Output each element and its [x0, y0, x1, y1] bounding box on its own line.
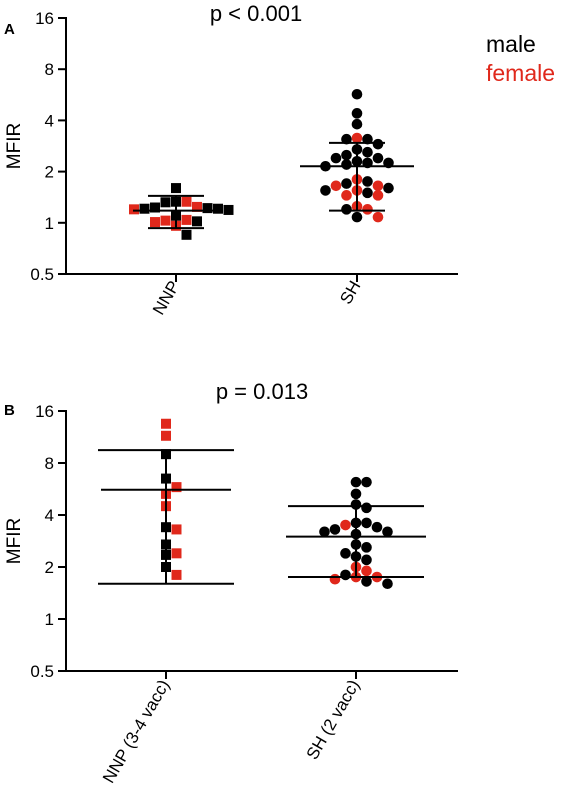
- data-point: [161, 418, 171, 429]
- data-point: [362, 187, 373, 199]
- data-point: [171, 569, 182, 580]
- data-point: [382, 578, 393, 590]
- data-point: [330, 180, 342, 192]
- x-tick-label: SH (2 vacc): [303, 677, 364, 763]
- data-point: [361, 565, 372, 577]
- data-point: [192, 216, 202, 227]
- panel-label: A: [4, 21, 15, 38]
- data-point: [129, 204, 139, 215]
- panel-a: Ap < 0.001 MFIR 0.5 1 2 4 8 16 NNP SH: [4, 1, 458, 318]
- data-point: [372, 180, 384, 192]
- data-point: [192, 201, 202, 212]
- data-point: [361, 576, 372, 587]
- y-axis-label: MFIR: [4, 123, 25, 169]
- data-point: [320, 185, 331, 196]
- p-value-a: p < 0.001: [210, 1, 302, 26]
- y-tick-label: 2: [45, 163, 54, 182]
- data-point: [161, 430, 171, 441]
- data-point: [341, 149, 352, 161]
- data-point: [160, 215, 171, 226]
- data-point: [213, 203, 223, 214]
- data-point: [361, 542, 372, 553]
- data-point: [350, 499, 362, 510]
- data-point: [150, 202, 160, 213]
- y-tick-label: 8: [45, 60, 54, 79]
- panel-label: B: [4, 402, 15, 419]
- data-point: [341, 178, 352, 189]
- data-point: [361, 502, 372, 514]
- y-tick-label: 4: [45, 111, 54, 130]
- data-point: [362, 176, 373, 187]
- y-tick-label: 1: [45, 214, 54, 233]
- data-point: [362, 204, 373, 215]
- data-point: [341, 133, 352, 145]
- data-point: [372, 152, 384, 164]
- y-tick-label: 16: [35, 9, 54, 28]
- y-axis-label: MFIR: [4, 518, 25, 564]
- data-point: [181, 229, 192, 240]
- data-point: [223, 204, 234, 215]
- data-point: [361, 476, 372, 488]
- data-point: [181, 214, 192, 225]
- y-tick-label: 1: [45, 610, 54, 629]
- data-point: [362, 133, 373, 145]
- data-point: [171, 548, 182, 559]
- y-tick-label: 0.5: [30, 662, 54, 681]
- data-point: [351, 88, 363, 100]
- data-point: [362, 146, 373, 158]
- legend-male-label: male: [486, 31, 536, 57]
- data-point: [341, 190, 352, 201]
- data-point: [340, 548, 351, 559]
- p-value-b: p = 0.013: [216, 379, 308, 404]
- data-point: [171, 183, 181, 194]
- x-tick-label: SH: [336, 278, 364, 308]
- data-point: [341, 159, 352, 170]
- data-point: [341, 204, 352, 215]
- data-point: [319, 526, 330, 538]
- data-point: [361, 517, 372, 529]
- data-point: [150, 217, 160, 228]
- data-point: [350, 488, 362, 500]
- data-point: [160, 197, 171, 208]
- y-tick-label: 2: [45, 558, 54, 577]
- data-point: [329, 524, 341, 535]
- data-point: [350, 476, 362, 488]
- data-point: [372, 190, 384, 201]
- x-tick-label: NNP: [149, 278, 183, 319]
- legend-female-label: female: [486, 60, 555, 86]
- legend: male female: [486, 31, 555, 86]
- data-point: [171, 482, 182, 493]
- data-point: [382, 526, 393, 538]
- data-point: [340, 569, 351, 581]
- data-point: [351, 118, 363, 130]
- x-tick-label: NNP (3-4 vacc): [99, 677, 173, 787]
- data-point: [372, 138, 384, 150]
- data-point: [329, 573, 341, 585]
- data-point: [361, 554, 372, 566]
- data-point: [371, 521, 383, 533]
- data-point: [181, 196, 192, 207]
- y-tick-label: 4: [45, 506, 54, 525]
- data-point: [340, 519, 351, 531]
- panel-b: Bp = 0.013 MFIR 0.5 1 2 4 8 16 NNP (3-4 vacc) SH …: [4, 379, 458, 786]
- data-point: [372, 211, 384, 223]
- data-point: [139, 203, 150, 214]
- data-point: [351, 211, 363, 223]
- data-point: [330, 152, 342, 164]
- y-tick-label: 16: [35, 402, 54, 421]
- data-point: [351, 108, 363, 119]
- y-tick-label: 8: [45, 454, 54, 473]
- data-point: [351, 132, 363, 144]
- data-point: [171, 524, 182, 535]
- data-point: [202, 203, 213, 214]
- data-point: [383, 182, 394, 194]
- y-tick-label: 0.5: [30, 265, 54, 284]
